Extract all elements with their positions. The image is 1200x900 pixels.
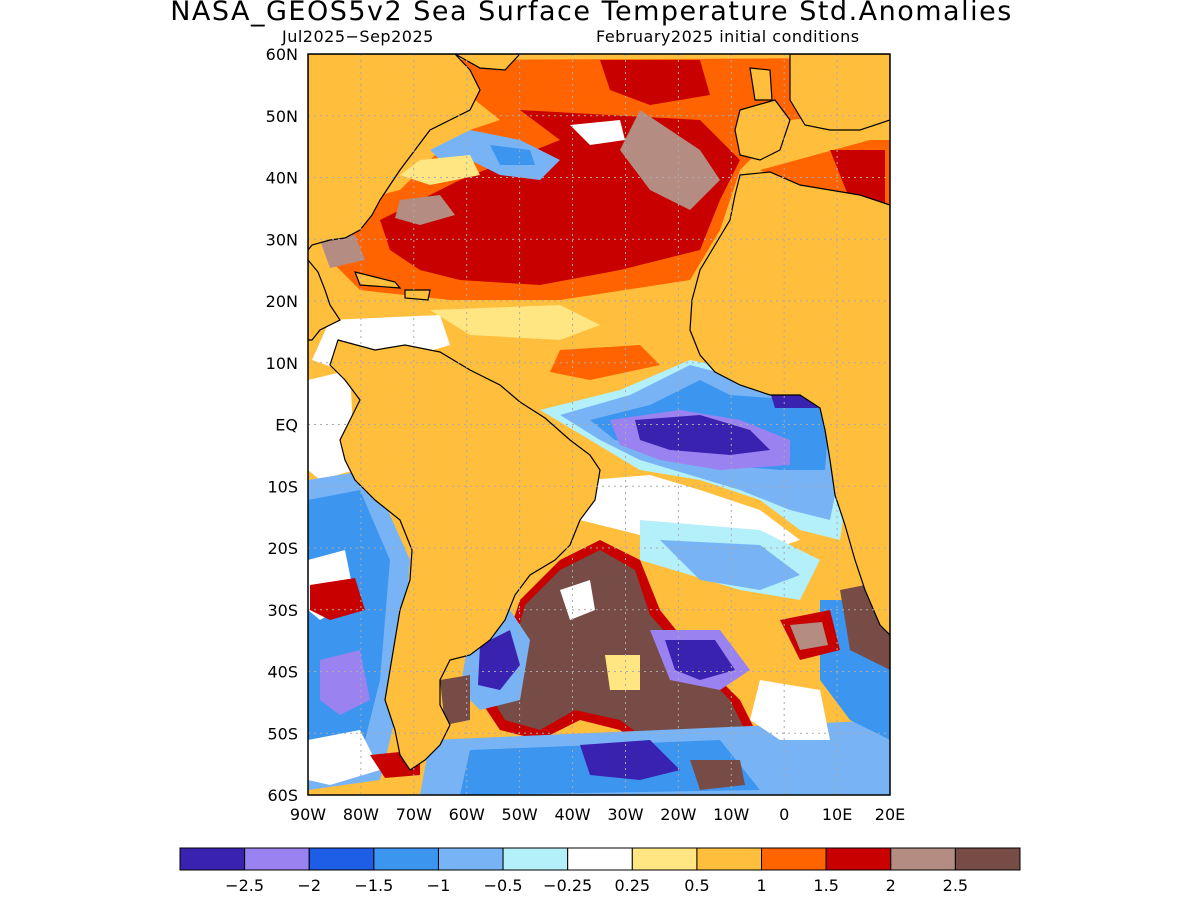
anomaly-southern-darkblue — [580, 740, 680, 780]
chart-title: NASA_GEOS5v2 Sea Surface Temperature Std… — [170, 0, 1013, 27]
lon-label: 70W — [396, 805, 432, 824]
anomaly-benguela-brown2 — [790, 622, 828, 650]
lat-label: 60N — [266, 45, 298, 64]
lat-label: 60S — [267, 786, 298, 805]
colorbar-swatch — [890, 847, 956, 871]
anomaly-south-central-darkblue — [665, 640, 735, 680]
colorbar-label: 0.5 — [684, 876, 709, 895]
land-north-america — [308, 54, 481, 251]
colorbar-swatch — [373, 847, 439, 871]
colorbar-labels: −2.5 −2 −1.5 −1 −0.5 −0.25 0.25 0.5 1 1.5 2 2.5 — [225, 876, 968, 895]
lon-label: 20E — [875, 805, 905, 824]
anomaly-sa-hole-white — [560, 580, 595, 620]
colorbar-label: 1 — [756, 876, 766, 895]
anomaly-n-atlantic-red2 — [600, 60, 710, 105]
lon-label: 10E — [822, 805, 852, 824]
map-frame — [307, 53, 891, 796]
colorbar-swatch — [631, 847, 698, 871]
colorbar-swatch — [696, 847, 763, 871]
colorbar-swatch — [179, 847, 246, 871]
colorbar-label: −1.5 — [354, 876, 393, 895]
initial-conditions: February2025 initial conditions — [596, 27, 860, 46]
lat-label: 30N — [266, 230, 298, 249]
lon-label: 10W — [713, 805, 749, 824]
colorbar-label: −2.5 — [225, 876, 264, 895]
land-britain — [749, 67, 773, 101]
colorbar-swatch — [761, 847, 827, 871]
anomaly-sa-blue — [660, 540, 800, 590]
colorbar-label: −2 — [297, 876, 321, 895]
land-hispaniola — [404, 289, 431, 301]
lon-label: 60W — [449, 805, 485, 824]
colorbar-swatch — [954, 847, 1021, 871]
colorbar-label: 2.5 — [943, 876, 968, 895]
colorbar-swatch — [437, 847, 504, 871]
forecast-period: Jul2025−Sep2025 — [282, 27, 434, 46]
colorbar-swatch — [567, 847, 633, 871]
anomaly-patagonia-brown — [440, 675, 470, 725]
lat-label: 20S — [267, 539, 298, 558]
colorbar-label: −0.25 — [543, 876, 592, 895]
anomaly-epac-white2 — [308, 730, 380, 785]
lat-label: 40N — [266, 169, 298, 188]
lat-label: 50N — [266, 107, 298, 126]
latitude-axis: 60N 50N 40N 30N 20N 10N EQ 10S 20S 30S 40S 50S 60S — [266, 45, 298, 805]
colorbar-label: 2 — [886, 876, 896, 895]
land-africa — [689, 171, 890, 636]
colorbar-swatches — [179, 847, 1021, 871]
colorbar-swatch — [825, 847, 892, 871]
anomaly-sa-hole-yellow — [605, 655, 640, 690]
lat-label: 40S — [267, 663, 298, 682]
lat-label: 30S — [267, 601, 298, 620]
land-central-america — [308, 259, 341, 341]
longitude-axis: 90W 80W 70W 60W 50W 40W 30W 20W 10W 0 10E 20E — [290, 805, 905, 824]
colorbar-swatch — [502, 847, 569, 871]
lon-label: 0 — [779, 805, 789, 824]
colorbar-swatch — [244, 847, 310, 871]
colorbar-label: 1.5 — [813, 876, 838, 895]
colorbar-label: 0.25 — [614, 876, 650, 895]
anomaly-epac-purple — [320, 650, 370, 715]
land-europe — [789, 54, 890, 131]
lon-label: 30W — [607, 805, 643, 824]
anomaly-gulfstream-white — [570, 120, 625, 145]
land-cuba — [354, 271, 402, 289]
lon-label: 50W — [502, 805, 538, 824]
lat-label: 20N — [266, 292, 298, 311]
map-gridlines — [308, 54, 890, 795]
lat-label: 10N — [266, 354, 298, 373]
anomaly-tropical-yellow — [430, 305, 600, 340]
land-greenland — [453, 54, 521, 71]
anomaly-se-white — [750, 680, 830, 740]
lon-label: 20W — [660, 805, 696, 824]
lat-label: 10S — [267, 477, 298, 496]
anomaly-tropical-orange — [550, 345, 660, 380]
colorbar-label: −1 — [427, 876, 451, 895]
anomaly-n-atlantic-brown3 — [320, 235, 365, 268]
colorbar-swatch — [308, 847, 375, 871]
land-south-america — [329, 339, 601, 771]
anomaly-n-atlantic-brown1 — [620, 110, 720, 210]
lon-label: 80W — [343, 805, 379, 824]
anomaly-argentine-darkblue — [478, 630, 520, 690]
lat-label: EQ — [275, 416, 298, 435]
colorbar-label: −0.5 — [484, 876, 523, 895]
lon-label: 90W — [290, 805, 326, 824]
anomaly-southern-brown — [690, 760, 745, 790]
lon-label: 40W — [554, 805, 590, 824]
anomaly-gulfstream-blue2 — [490, 145, 535, 165]
land-iberia — [734, 99, 791, 161]
lat-label: 50S — [267, 724, 298, 743]
anomaly-n-atlantic-brown2 — [395, 195, 455, 225]
